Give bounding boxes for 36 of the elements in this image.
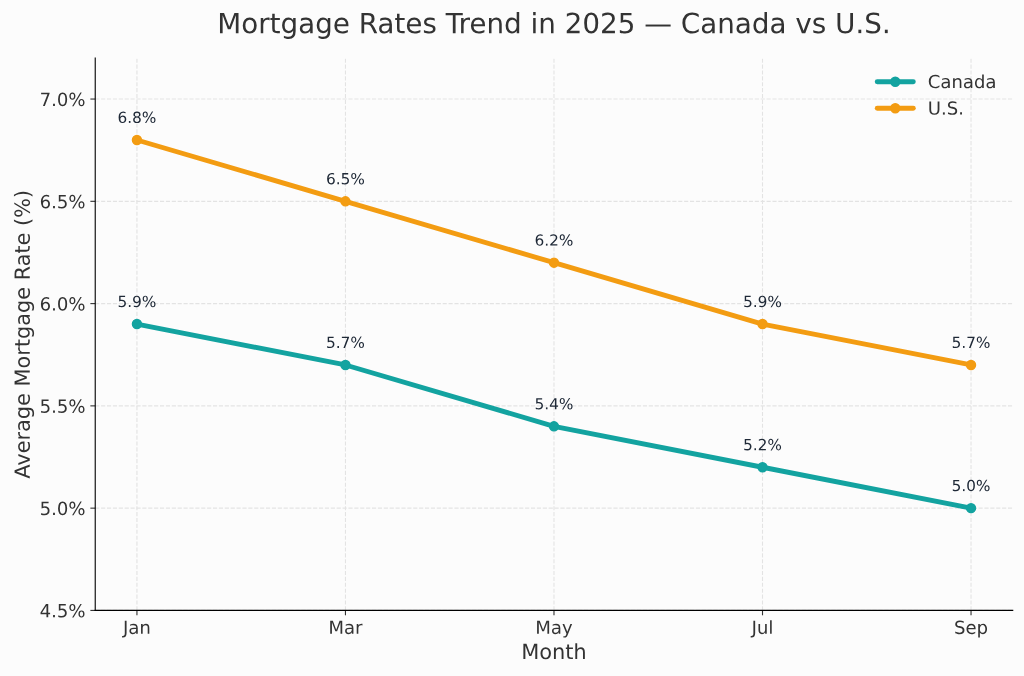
point — [131, 134, 143, 146]
y-axis-title: Average Mortgage Rate (%) — [13, 191, 35, 479]
point — [965, 359, 977, 371]
point — [131, 318, 143, 330]
y-tick-label: 5.5% — [41, 399, 85, 413]
data-label: 6.2% — [535, 234, 573, 246]
data-label: 5.4% — [535, 397, 573, 410]
data-label: 6.8% — [118, 111, 156, 124]
point — [340, 359, 351, 371]
point — [965, 502, 977, 514]
data-label: 6.5% — [327, 172, 365, 185]
data-label: 5.2% — [744, 438, 782, 451]
point — [548, 421, 560, 432]
y-tick-label: 4.5% — [40, 603, 85, 618]
x-tick-label: Sep — [955, 620, 988, 638]
y-tick-label: 6.0% — [40, 297, 85, 311]
point — [757, 462, 768, 473]
data-label: 5.9% — [118, 295, 156, 308]
point — [340, 196, 351, 207]
point — [757, 318, 768, 330]
data-label: 5.7% — [952, 336, 990, 349]
y-tick-label: 6.5% — [40, 194, 85, 209]
x-tick-label: Jul — [750, 620, 772, 638]
data-label: 5.9% — [744, 295, 782, 308]
x-axis-title: Month — [523, 643, 585, 660]
y-tick-label: 5.0% — [41, 501, 85, 516]
legend-label: U.S. — [929, 101, 962, 115]
y-tick-label: 7.0% — [41, 92, 85, 107]
data-label: 5.0% — [952, 479, 990, 492]
legend-label: Canada — [928, 74, 995, 89]
chart-title: Mortgage Rates Trend in 2025 — Canada vs U.S. — [219, 12, 888, 39]
point — [548, 257, 560, 268]
x-tick-label: Jan — [122, 620, 150, 638]
x-tick-label: May — [537, 620, 573, 638]
x-tick-label: Mar — [330, 620, 363, 635]
data-label: 5.7% — [327, 336, 365, 349]
